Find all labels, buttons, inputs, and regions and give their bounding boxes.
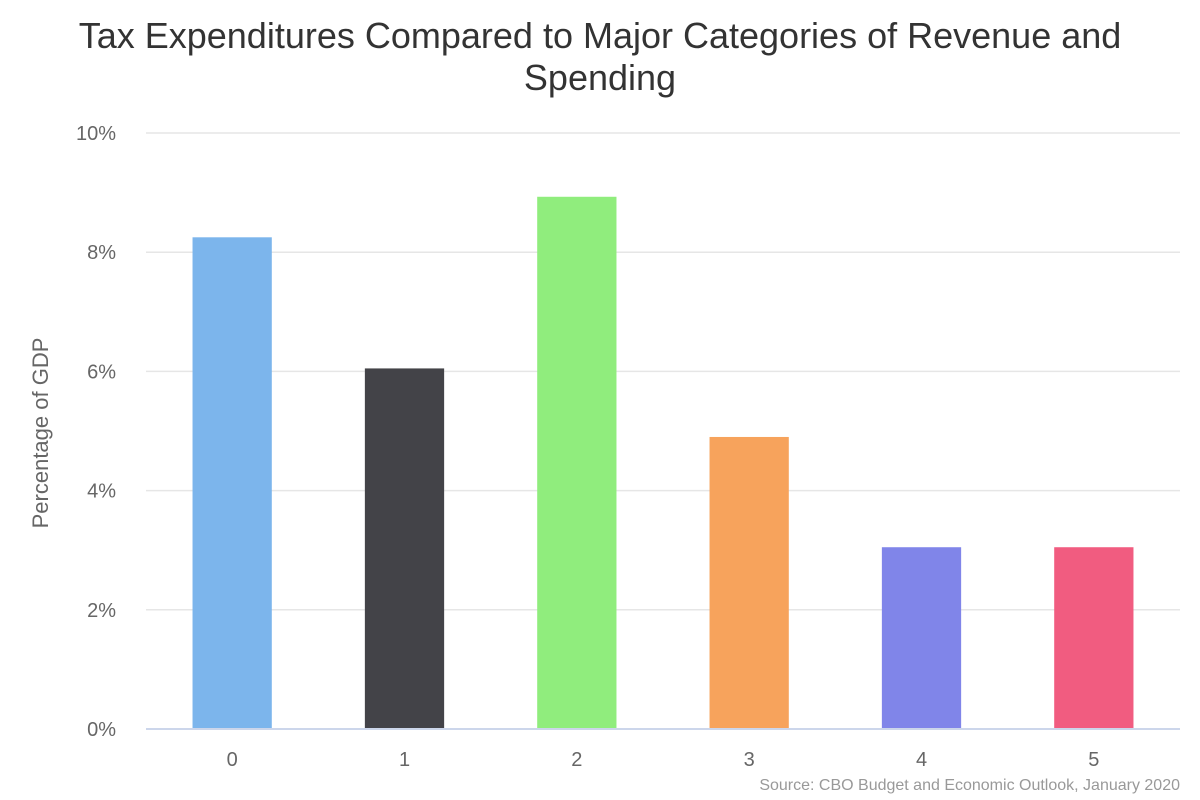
bar-4[interactable] xyxy=(881,547,962,729)
y-tick-label: 2% xyxy=(87,600,116,622)
bar-5[interactable] xyxy=(1054,547,1134,729)
bar-series xyxy=(146,196,1180,730)
bar-0[interactable] xyxy=(192,237,272,730)
x-tick-label: 3 xyxy=(744,749,755,771)
x-tick-label: 1 xyxy=(399,749,410,771)
chart-title-line-2: Spending xyxy=(524,57,676,98)
y-tick-label: 0% xyxy=(87,719,116,741)
y-tick-label: 10% xyxy=(76,123,116,145)
bar-2[interactable] xyxy=(537,196,617,730)
x-tick-label: 2 xyxy=(571,749,582,771)
x-tick-label: 5 xyxy=(1088,749,1099,771)
bar-3[interactable] xyxy=(709,436,789,729)
chart-title-line-1: Tax Expenditures Compared to Major Categ… xyxy=(79,15,1122,56)
y-axis-ticks: 0% 2% 4% 6% 8% 10% xyxy=(76,123,116,741)
y-tick-label: 6% xyxy=(87,361,116,383)
y-tick-label: 8% xyxy=(87,242,116,264)
y-axis-title: Percentage of GDP xyxy=(28,338,53,529)
source-credit: Source: CBO Budget and Economic Outlook,… xyxy=(759,777,1180,794)
x-tick-label: 4 xyxy=(916,749,927,771)
x-axis-ticks: 0 1 2 3 4 5 xyxy=(227,749,1100,771)
x-tick-label: 0 xyxy=(227,749,238,771)
gridlines xyxy=(146,132,1180,611)
bar-1[interactable] xyxy=(364,368,445,729)
y-tick-label: 4% xyxy=(87,481,116,503)
